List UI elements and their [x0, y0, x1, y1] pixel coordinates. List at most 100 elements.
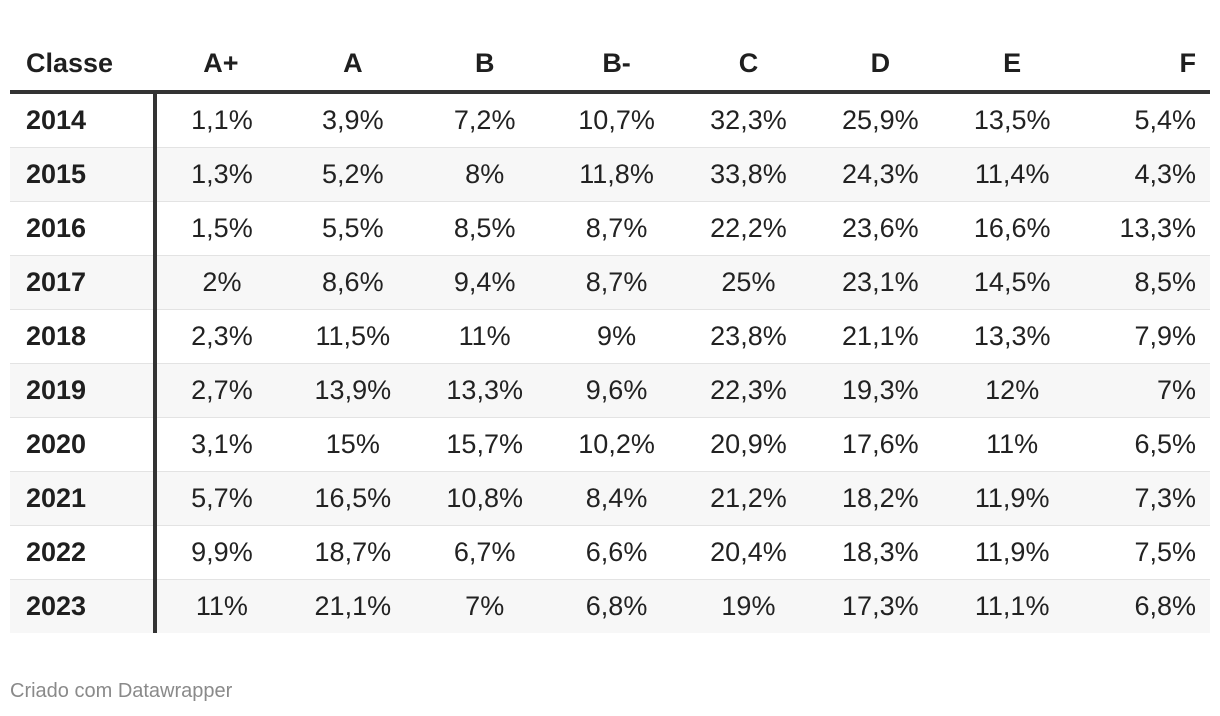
table-cell: 23,6% — [814, 201, 947, 256]
row-label: 2021 — [10, 471, 157, 526]
table-cell: 1,5% — [155, 201, 287, 256]
table-cell: 22,3% — [682, 363, 815, 418]
table-cell: 8,6% — [286, 255, 419, 310]
table-cell: 12% — [946, 363, 1079, 418]
header-row: Classe A+ A B B- C D E F — [10, 36, 1210, 94]
table-cell: 22,2% — [682, 201, 815, 256]
table-row: 2016 1,5% 5,5% 8,5% 8,7% 22,2% 23,6% 16,6% 13,3% — [10, 201, 1210, 256]
table-cell: 21,1% — [814, 309, 947, 364]
column-header: B — [418, 36, 551, 94]
table-cell: 3,1% — [155, 417, 287, 472]
table-cell: 23,8% — [682, 309, 815, 364]
row-label: 2019 — [10, 363, 157, 418]
column-header: E — [946, 36, 1079, 94]
table-cell: 9,6% — [550, 363, 683, 418]
table-cell: 8,4% — [550, 471, 683, 526]
row-label: 2020 — [10, 417, 157, 472]
table-cell: 9,9% — [155, 525, 287, 580]
table-cell: 7% — [1078, 363, 1210, 418]
column-header: C — [682, 36, 815, 94]
table-cell: 20,9% — [682, 417, 815, 472]
table-cell: 16,5% — [286, 471, 419, 526]
table-cell: 2% — [155, 255, 287, 310]
data-table: Classe A+ A B B- C D E F 2014 1,1% 3,9% 7,2% 10,7% 32… — [10, 36, 1210, 633]
row-label: 2016 — [10, 201, 157, 256]
column-header: B- — [550, 36, 683, 94]
table-header: Classe A+ A B B- C D E F — [10, 36, 1210, 94]
table-cell: 18,7% — [286, 525, 419, 580]
table-cell: 19% — [682, 579, 815, 633]
table-cell: 18,2% — [814, 471, 947, 526]
table-cell: 5,7% — [155, 471, 287, 526]
table-cell: 3,9% — [286, 92, 419, 148]
table-cell: 8,5% — [1078, 255, 1210, 310]
table-row: 2022 9,9% 18,7% 6,7% 6,6% 20,4% 18,3% 11,9% 7,5% — [10, 525, 1210, 580]
table-cell: 11,9% — [946, 525, 1079, 580]
table-cell: 25,9% — [814, 92, 947, 148]
table-cell: 8% — [418, 147, 551, 202]
table-row: 2017 2% 8,6% 9,4% 8,7% 25% 23,1% 14,5% 8,5% — [10, 255, 1210, 310]
table-row: 2020 3,1% 15% 15,7% 10,2% 20,9% 17,6% 11% 6,5% — [10, 417, 1210, 472]
table-row: 2019 2,7% 13,9% 13,3% 9,6% 22,3% 19,3% 12% 7% — [10, 363, 1210, 418]
table-cell: 33,8% — [682, 147, 815, 202]
table-cell: 11,1% — [946, 579, 1079, 633]
table-row: 2018 2,3% 11,5% 11% 9% 23,8% 21,1% 13,3% 7,9% — [10, 309, 1210, 364]
table-cell: 11% — [946, 417, 1079, 472]
table-cell: 13,5% — [946, 92, 1079, 148]
column-header: F — [1078, 36, 1210, 94]
table-row: 2014 1,1% 3,9% 7,2% 10,7% 32,3% 25,9% 13,5% 5,4% — [10, 92, 1210, 148]
table-cell: 17,3% — [814, 579, 947, 633]
table-cell: 1,1% — [155, 92, 287, 148]
table-cell: 24,3% — [814, 147, 947, 202]
table-cell: 17,6% — [814, 417, 947, 472]
table-cell: 18,3% — [814, 525, 947, 580]
table-cell: 11% — [155, 579, 287, 633]
column-header-classe: Classe — [10, 36, 155, 94]
table-cell: 7,5% — [1078, 525, 1210, 580]
footer-credit: Criado com Datawrapper — [10, 680, 233, 702]
table-cell: 6,5% — [1078, 417, 1210, 472]
row-label: 2017 — [10, 255, 157, 310]
table-cell: 10,2% — [550, 417, 683, 472]
table-cell: 23,1% — [814, 255, 947, 310]
table-row: 2021 5,7% 16,5% 10,8% 8,4% 21,2% 18,2% 11,9% 7,3… — [10, 471, 1210, 526]
table-cell: 8,7% — [550, 255, 683, 310]
table-cell: 13,3% — [946, 309, 1079, 364]
table-cell: 21,2% — [682, 471, 815, 526]
row-label: 2023 — [10, 579, 157, 633]
table-cell: 5,5% — [286, 201, 419, 256]
table-cell: 7% — [418, 579, 551, 633]
table-cell: 11,5% — [286, 309, 419, 364]
column-header: D — [814, 36, 947, 94]
table-cell: 8,5% — [418, 201, 551, 256]
row-label: 2018 — [10, 309, 157, 364]
table-cell: 11,9% — [946, 471, 1079, 526]
table-cell: 15% — [286, 417, 419, 472]
table-cell: 11% — [418, 309, 551, 364]
table-cell: 25% — [682, 255, 815, 310]
table-cell: 8,7% — [550, 201, 683, 256]
row-label: 2022 — [10, 525, 157, 580]
table-cell: 32,3% — [682, 92, 815, 148]
row-label: 2015 — [10, 147, 157, 202]
table-cell: 11,8% — [550, 147, 683, 202]
table-cell: 2,3% — [155, 309, 287, 364]
table-cell: 14,5% — [946, 255, 1079, 310]
column-header: A — [286, 36, 419, 94]
table-cell: 10,8% — [418, 471, 551, 526]
table-cell: 19,3% — [814, 363, 947, 418]
table-cell: 16,6% — [946, 201, 1079, 256]
table-cell: 20,4% — [682, 525, 815, 580]
table-cell: 9% — [550, 309, 683, 364]
table-cell: 5,2% — [286, 147, 419, 202]
table-cell: 7,2% — [418, 92, 551, 148]
row-label: 2014 — [10, 92, 157, 148]
table-cell: 13,9% — [286, 363, 419, 418]
table-cell: 4,3% — [1078, 147, 1210, 202]
table-cell: 15,7% — [418, 417, 551, 472]
table-cell: 7,9% — [1078, 309, 1210, 364]
table-cell: 6,7% — [418, 525, 551, 580]
table-cell: 11,4% — [946, 147, 1079, 202]
table-cell: 9,4% — [418, 255, 551, 310]
table-cell: 1,3% — [155, 147, 287, 202]
